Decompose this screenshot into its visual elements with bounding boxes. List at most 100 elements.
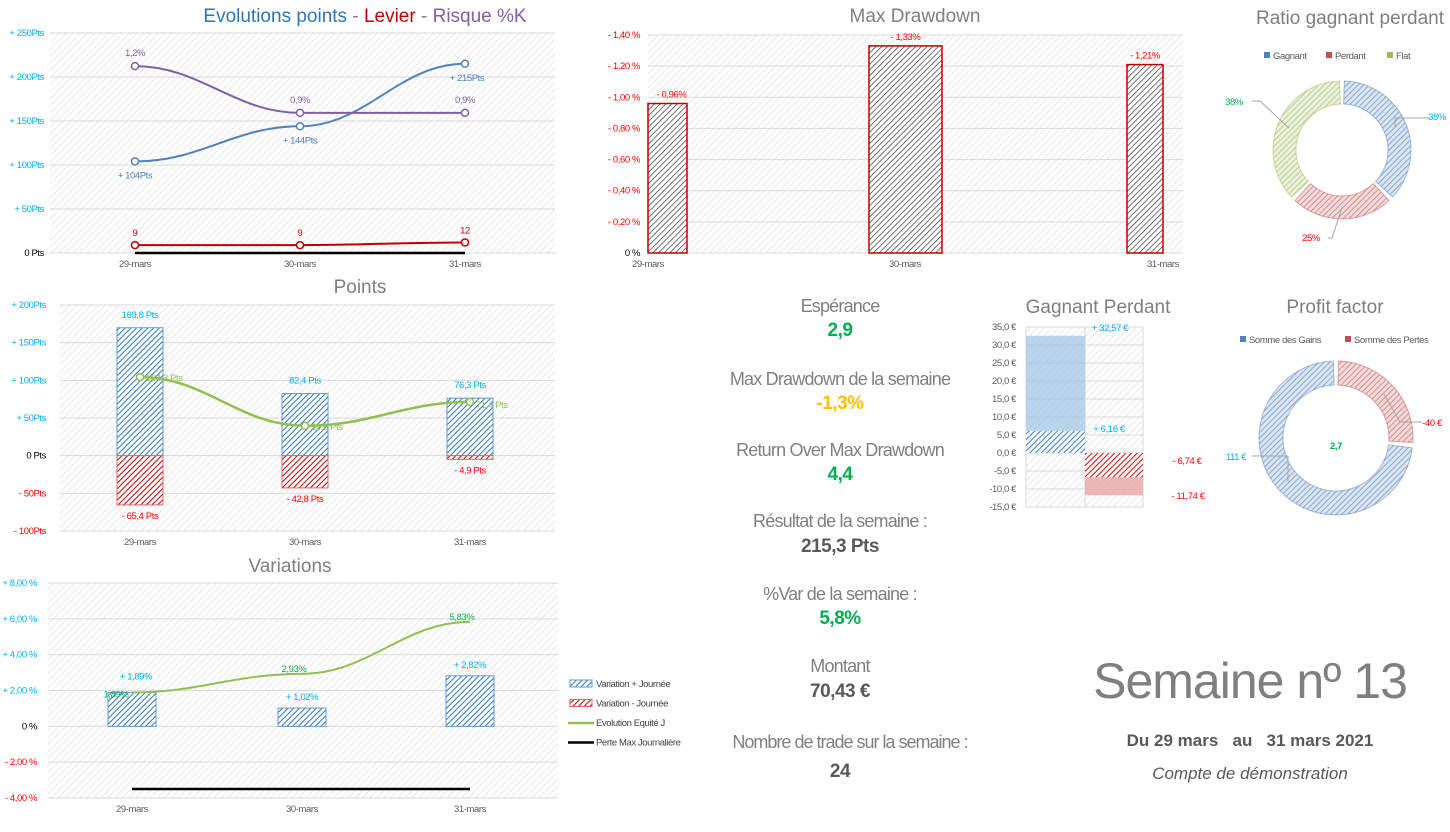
slice-flat — [1272, 80, 1341, 198]
y-tick-label: - 100Pts — [14, 526, 47, 537]
legend-swatch — [1240, 336, 1246, 342]
y-tick-label: - 0,20 % — [608, 217, 641, 228]
leader-line — [1328, 207, 1343, 239]
data-label: 169,8 Pts — [122, 310, 159, 321]
x-tick-label: 29-mars — [119, 259, 152, 270]
stat-value: 4,4 — [827, 464, 853, 485]
y-tick-label: -10,0 € — [989, 484, 1017, 495]
stat-value: 70,43 € — [810, 681, 870, 702]
stat-value: 24 — [829, 761, 851, 782]
to-prefix: au — [1232, 731, 1253, 750]
y-tick-label: + 250Pts — [9, 28, 44, 39]
data-label: 82,4 Pts — [289, 376, 321, 387]
title-part: - — [416, 6, 433, 27]
data-label: + 2,82% — [454, 660, 487, 671]
x-tick-label: 30-mars — [284, 259, 317, 270]
data-label: 76,3 Pts — [454, 380, 486, 391]
legend-label: Variation - Journée — [596, 699, 668, 710]
data-point — [460, 59, 470, 69]
data-label: 0,9% — [455, 95, 476, 106]
data-label: 9 — [298, 228, 303, 239]
data-label: - 11,74 € — [1171, 491, 1205, 502]
x-tick-label: 29-mars — [632, 259, 665, 270]
bar-negative — [446, 455, 494, 460]
data-point — [130, 240, 140, 250]
x-tick-label: 29-mars — [124, 537, 157, 548]
y-tick-label: 0 Pts — [24, 248, 44, 259]
data-label: - 4,9 Pts — [454, 465, 486, 476]
bar-drawdown — [1126, 63, 1164, 254]
y-tick-label: - 1,00 % — [608, 92, 641, 103]
chart-title: Gagnant Perdant — [1026, 297, 1171, 318]
slice-perdant — [1294, 182, 1390, 220]
data-label: + 1,02% — [286, 692, 319, 703]
y-tick-label: - 0,40 % — [608, 186, 641, 197]
leader-line — [1252, 455, 1289, 482]
y-tick-label: 10,0 € — [992, 412, 1017, 423]
y-tick-label: - 4,00 % — [5, 793, 38, 804]
data-label: 1,89% — [104, 689, 130, 700]
y-tick-label: + 100Pts — [11, 375, 46, 386]
data-point — [465, 397, 475, 407]
slice-somme-des-pertes — [1337, 360, 1414, 444]
y-tick-label: - 0,80 % — [608, 123, 641, 134]
bar-drawdown — [868, 45, 943, 254]
legend-label: Perte Max Journalière — [596, 738, 681, 749]
leader-line — [1394, 117, 1430, 129]
stat-value: -1,3% — [816, 393, 864, 414]
legend-swatch — [569, 699, 593, 707]
title-part: Levier — [364, 6, 416, 27]
data-label: + 32,57 € — [1092, 323, 1129, 334]
x-tick-label: 30-mars — [889, 259, 922, 270]
data-point — [460, 108, 470, 118]
data-label: - 42,8 Pts — [287, 494, 324, 505]
y-tick-label: 35,0 € — [992, 322, 1017, 333]
chart-title: Ratio gagnant perdant — [1256, 8, 1445, 29]
x-tick-label: 30-mars — [289, 537, 322, 548]
y-tick-label: 0 % — [22, 721, 38, 732]
data-point — [135, 372, 145, 382]
legend-swatch — [1326, 52, 1332, 58]
series-line — [131, 620, 471, 694]
data-label: - 1,21% — [1130, 51, 1161, 62]
y-tick-label: + 50Pts — [14, 204, 44, 215]
y-tick-label: + 4,00 % — [2, 650, 38, 661]
data-label: 39,6 Pts — [311, 422, 343, 433]
legend-label: Evolution Equité J — [596, 718, 665, 729]
center-label: 2,7 — [1330, 441, 1342, 452]
bar-positive — [277, 707, 327, 727]
y-tick-label: - 50Pts — [19, 488, 47, 499]
y-tick-label: 0 % — [625, 248, 641, 259]
data-label: - 6,74 € — [1172, 456, 1202, 467]
y-tick-label: + 6,00 % — [2, 614, 38, 625]
legend-label: Flat — [1396, 51, 1411, 62]
data-point — [295, 122, 305, 131]
data-label: 1,2% — [125, 48, 146, 59]
y-tick-label: -15,0 € — [989, 502, 1017, 513]
leader-line — [1252, 100, 1290, 129]
data-label: 104,3 Pts — [146, 373, 183, 384]
data-point — [300, 421, 310, 431]
y-tick-label: + 150Pts — [9, 116, 44, 127]
stat-value: 2,9 — [827, 320, 853, 341]
data-point — [130, 157, 140, 166]
data-point — [295, 240, 305, 250]
legend-swatch — [1264, 52, 1270, 58]
title-part: Risque %K — [433, 6, 527, 27]
y-tick-label: + 150Pts — [11, 338, 46, 349]
data-point — [130, 61, 140, 71]
title-part: Evolutions points — [203, 6, 347, 27]
data-point — [460, 238, 470, 247]
data-label: + 1,89% — [120, 671, 153, 682]
account-name: Compte de démonstration — [1152, 764, 1348, 783]
stat-value: 215,3 Pts — [801, 536, 879, 557]
legend-swatch — [569, 679, 593, 688]
data-label: + 6,16 € — [1093, 424, 1126, 435]
stat-label: Résultat de la semaine : — [753, 511, 928, 531]
stat-value: 5,8% — [819, 608, 861, 629]
y-tick-label: + 50Pts — [16, 413, 46, 424]
legend-label: Variation + Journée — [596, 679, 670, 690]
from-prefix: Du — [1126, 731, 1150, 750]
stat-label: Return Over Max Drawdown — [736, 440, 945, 460]
